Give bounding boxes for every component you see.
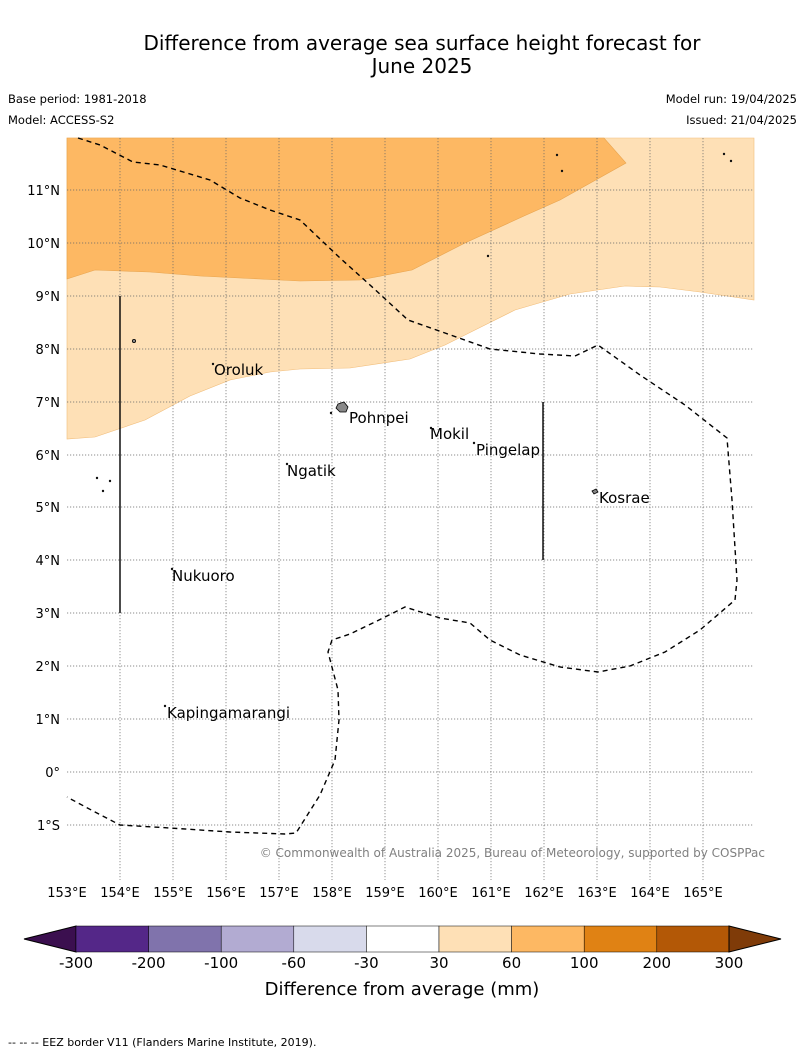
colorbar-title: Difference from average (mm) xyxy=(265,979,540,1000)
colorbar-segment xyxy=(366,925,440,953)
place-label: Kosrae xyxy=(599,489,650,507)
island-west-1 xyxy=(95,476,99,480)
anomaly-area-60-100 xyxy=(66,137,627,282)
colorbar-tick: 300 xyxy=(715,954,744,972)
colorbar-segment xyxy=(656,925,730,953)
lat-label: 2°N xyxy=(36,660,61,675)
lat-label: 0° xyxy=(45,766,60,781)
lon-label: 156°E xyxy=(206,886,246,901)
title-line-2: June 2025 xyxy=(371,54,473,78)
lon-label: 164°E xyxy=(630,886,670,901)
lon-labels: 153°E 154°E 155°E 156°E 157°E 158°E 159°… xyxy=(47,886,723,901)
lon-label: 162°E xyxy=(524,886,564,901)
island-ngatik xyxy=(285,462,289,466)
colorbar-segment xyxy=(220,925,295,953)
colorbar-extend-high xyxy=(728,925,782,953)
lat-label: 10°N xyxy=(27,237,60,252)
island-mokil xyxy=(429,426,433,430)
lat-label: 1°S xyxy=(37,819,60,834)
place-labels: Oroluk Pohnpei Mokil Pingelap Ngatik Kos… xyxy=(167,361,650,722)
eez-border xyxy=(66,137,738,835)
colorbar-tick: -300 xyxy=(59,954,93,972)
island-north-4 xyxy=(722,152,726,156)
lon-label: 161°E xyxy=(471,886,511,901)
title-line-1: Difference from average sea surface heig… xyxy=(143,31,701,55)
lon-label: 157°E xyxy=(259,886,299,901)
colorbar-tick: 100 xyxy=(570,954,599,972)
island-north-5 xyxy=(729,159,733,163)
lon-label: 155°E xyxy=(153,886,193,901)
islands xyxy=(95,152,733,708)
island-north-2 xyxy=(560,169,564,173)
colorbar-tick: 30 xyxy=(429,954,448,972)
island-small xyxy=(131,338,136,343)
issued-date: Issued: 21/04/2025 xyxy=(686,113,797,127)
colorbar-tick: 60 xyxy=(502,954,521,972)
island-oroluk xyxy=(211,362,215,366)
island-west-2 xyxy=(101,489,105,493)
colorbar-tick: 200 xyxy=(642,954,671,972)
colorbar: -300 -200 -100 -60 -30 30 60 100 200 300… xyxy=(23,925,782,1000)
colorbar-segment xyxy=(148,925,222,953)
lon-label: 165°E xyxy=(683,886,723,901)
model-name: Model: ACCESS-S2 xyxy=(8,113,115,127)
colorbar-tick: -100 xyxy=(204,954,238,972)
island-west-3 xyxy=(108,479,112,483)
lat-label: 5°N xyxy=(36,501,61,516)
lat-label: 7°N xyxy=(36,396,61,411)
lat-label: 4°N xyxy=(36,554,61,569)
lon-label: 159°E xyxy=(365,886,405,901)
lat-label: 11°N xyxy=(27,184,60,199)
map-panel: Oroluk Pohnpei Mokil Pingelap Ngatik Kos… xyxy=(66,137,765,880)
colorbar-tick: -200 xyxy=(132,954,166,972)
colorbar-segment xyxy=(511,925,585,953)
map-figure: Oroluk Pohnpei Mokil Pingelap Ngatik Kos… xyxy=(23,137,782,1000)
island-kapingamarangi xyxy=(163,704,167,708)
lat-label: 1°N xyxy=(36,713,61,728)
lat-label: 9°N xyxy=(36,290,61,305)
place-label: Nukuoro xyxy=(172,567,235,585)
place-label: Ngatik xyxy=(287,462,336,480)
lat-label: 6°N xyxy=(36,449,61,464)
lon-label: 160°E xyxy=(418,886,458,901)
colorbar-segment xyxy=(438,925,512,953)
gridlines xyxy=(67,138,754,880)
copyright-note: © Commonwealth of Australia 2025, Bureau… xyxy=(260,846,765,860)
island-north-3 xyxy=(486,254,490,258)
eez-footnote: -- -- -- EEZ border V11 (Flanders Marine… xyxy=(8,1036,317,1049)
base-period: Base period: 1981-2018 xyxy=(8,92,147,106)
lon-label: 158°E xyxy=(312,886,352,901)
lat-label: 3°N xyxy=(36,607,61,622)
lon-label: 153°E xyxy=(47,886,87,901)
island-north-1 xyxy=(555,153,559,157)
place-label: Oroluk xyxy=(214,361,263,379)
colorbar-extend-low xyxy=(23,925,77,953)
lat-labels: 11°N 10°N 9°N 8°N 7°N 6°N 5°N 4°N 3°N 2°… xyxy=(27,184,60,834)
lat-label: 8°N xyxy=(36,343,61,358)
island-pingelap xyxy=(472,441,476,445)
model-run: Model run: 19/04/2025 xyxy=(665,92,797,106)
lon-label: 163°E xyxy=(577,886,617,901)
colorbar-segment xyxy=(293,925,367,953)
place-label: Mokil xyxy=(430,425,469,443)
island-ant xyxy=(329,411,333,415)
place-label: Pingelap xyxy=(476,441,540,459)
colorbar-segment xyxy=(75,925,149,953)
colorbar-tick: -60 xyxy=(282,954,307,972)
place-label: Pohnpei xyxy=(349,409,409,427)
place-label: Kapingamarangi xyxy=(167,704,290,722)
island-nukuoro xyxy=(170,567,174,571)
island-kosrae xyxy=(591,488,599,495)
lon-label: 154°E xyxy=(100,886,140,901)
map-title: Difference from average sea surface heig… xyxy=(0,32,804,78)
colorbar-tick: -30 xyxy=(354,954,379,972)
island-pohnpei xyxy=(335,401,349,413)
colorbar-segment xyxy=(583,925,658,953)
